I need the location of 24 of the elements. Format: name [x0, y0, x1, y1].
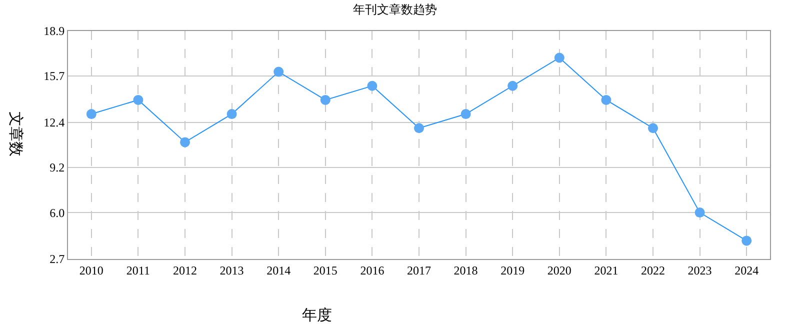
x-tick-label: 2023	[688, 263, 712, 278]
x-tick-label: 2020	[547, 263, 572, 278]
y-tick-label: 9.2	[50, 160, 65, 175]
x-tick-label: 2010	[79, 263, 104, 278]
y-tick-label: 6.0	[50, 206, 65, 220]
chart-title: 年刊文章数趋势	[353, 2, 437, 16]
x-tick-label: 2011	[126, 263, 150, 278]
y-tick-label: 12.4	[44, 116, 65, 130]
x-tick-label: 2017	[407, 263, 431, 278]
x-tick-label: 2022	[641, 263, 665, 278]
x-tick-label: 2013	[220, 263, 244, 278]
x-tick-label: 2024	[734, 263, 759, 278]
y-axis-title: 文章数	[6, 111, 24, 156]
y-tick-label: 2.7	[50, 252, 65, 266]
y-tick-label: 15.7	[44, 69, 65, 84]
x-tick-label: 2012	[173, 263, 197, 278]
x-tick-label: 2014	[266, 263, 291, 278]
x-tick-label: 2021	[594, 263, 618, 278]
x-tick-label: 2016	[360, 263, 384, 278]
x-tick-label: 2019	[500, 263, 525, 278]
y-tick-label: 18.9	[44, 24, 65, 38]
x-axis-title: 年度	[302, 307, 332, 324]
x-tick-label: 2015	[313, 263, 338, 278]
x-tick-label: 2018	[454, 263, 478, 278]
